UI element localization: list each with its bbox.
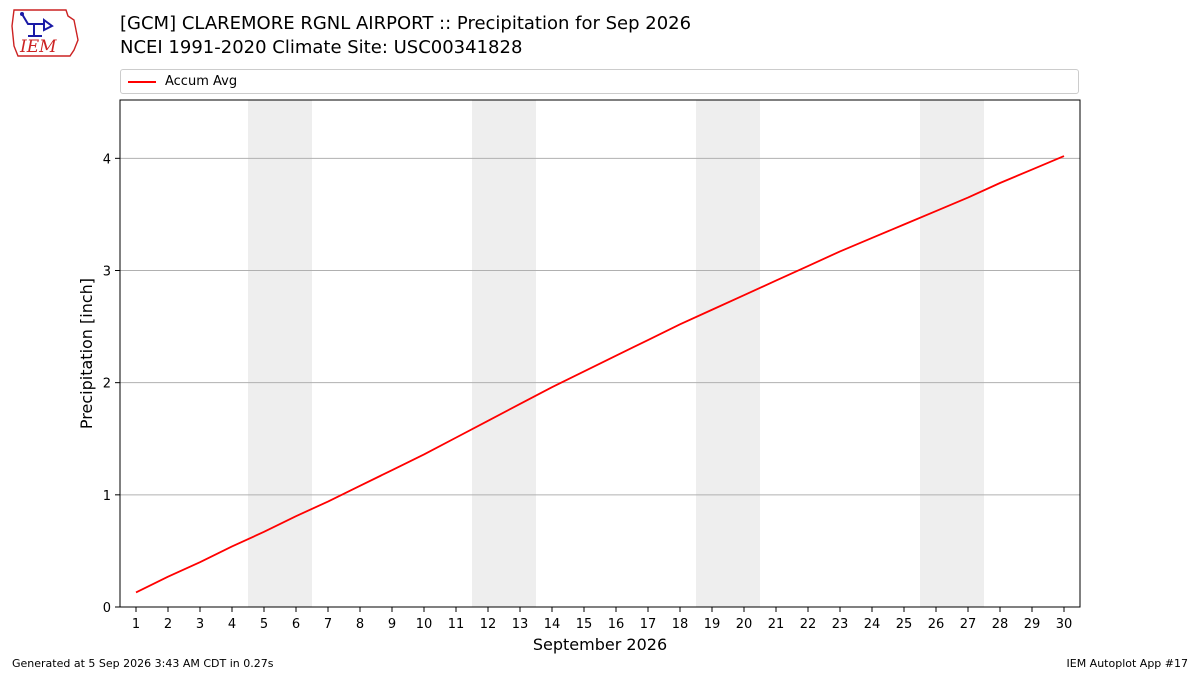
x-tick-label-5: 5 — [260, 617, 268, 632]
x-tick-label-13: 13 — [512, 617, 529, 632]
weekend-shade-2 — [472, 100, 536, 607]
x-tick-label-20: 20 — [736, 617, 753, 632]
y-tick-label-1: 1 — [103, 489, 111, 504]
y-gridlines — [120, 157, 1080, 496]
y-tick-label-3: 3 — [103, 264, 111, 279]
chart-title: [GCM] CLAREMORE RGNL AIRPORT :: Precipit… — [120, 12, 691, 60]
x-tick-label-30: 30 — [1056, 617, 1073, 632]
x-tick-label-17: 17 — [640, 617, 657, 632]
x-tick-label-23: 23 — [832, 617, 849, 632]
iem-logo-graphic: IEM — [11, 9, 79, 57]
x-tick-label-11: 11 — [448, 617, 465, 632]
legend: Accum Avg — [120, 69, 1079, 94]
x-axis: 1 2 3 4 5 6 7 8 9 10 11 12 13 14 15 16 17 18 19 20 21 22 23 24 2… — [132, 607, 1072, 632]
x-tick-label-27: 27 — [960, 617, 977, 632]
weekend-shade-1 — [248, 100, 312, 607]
y-axis-label: Precipitation [inch] — [77, 278, 96, 429]
title-line-2: NCEI 1991-2020 Climate Site: USC00341828 — [120, 37, 523, 58]
state-outline — [11, 9, 79, 57]
vane-knob — [20, 12, 24, 16]
series-line-1 — [135, 155, 1065, 594]
x-tick-label-16: 16 — [608, 617, 625, 632]
x-tick-label-21: 21 — [768, 617, 785, 632]
x-tick-label-1: 1 — [132, 617, 140, 632]
x-tick-label-15: 15 — [576, 617, 593, 632]
x-tick-label-25: 25 — [896, 617, 913, 632]
x-tick-label-28: 28 — [992, 617, 1009, 632]
weather-vane-icon — [21, 13, 54, 37]
x-tick-label-9: 9 — [388, 617, 396, 632]
x-tick-label-24: 24 — [864, 617, 881, 632]
legend-line-swatch — [128, 81, 156, 83]
x-tick-label-3: 3 — [196, 617, 204, 632]
weekend-shading — [248, 100, 984, 607]
x-tick-label-2: 2 — [164, 617, 172, 632]
x-tick-label-18: 18 — [672, 617, 689, 632]
series-lines — [135, 155, 1065, 594]
plot-frame — [119, 99, 1081, 608]
x-tick-label-22: 22 — [800, 617, 817, 632]
x-tick-label-19: 19 — [704, 617, 721, 632]
x-tick-label-12: 12 — [480, 617, 497, 632]
y-tick-label-0: 0 — [103, 601, 111, 616]
x-tick-label-4: 4 — [228, 617, 236, 632]
x-tick-label-7: 7 — [324, 617, 332, 632]
y-tick-label-4: 4 — [103, 152, 111, 167]
x-axis-label: September 2026 — [533, 635, 667, 654]
y-tick-label-2: 2 — [103, 377, 111, 392]
x-tick-label-29: 29 — [1024, 617, 1041, 632]
generated-timestamp: Generated at 5 Sep 2026 3:43 AM CDT in 0… — [12, 657, 274, 670]
title-line-1: [GCM] CLAREMORE RGNL AIRPORT :: Precipit… — [120, 13, 692, 34]
x-tick-label-8: 8 — [356, 617, 364, 632]
app-id: IEM Autoplot App #17 — [1066, 657, 1189, 670]
x-tick-label-26: 26 — [928, 617, 945, 632]
weekend-shade-4 — [920, 100, 984, 607]
legend-label: Accum Avg — [165, 74, 238, 89]
y-axis: 0 1 2 3 4 — [103, 152, 120, 616]
weekend-shade-3 — [696, 100, 760, 607]
x-tick-label-14: 14 — [544, 617, 561, 632]
x-tick-label-6: 6 — [292, 617, 300, 632]
x-tick-label-10: 10 — [416, 617, 433, 632]
logo-text: IEM — [19, 37, 57, 57]
iem-logo: IEM — [8, 6, 82, 60]
